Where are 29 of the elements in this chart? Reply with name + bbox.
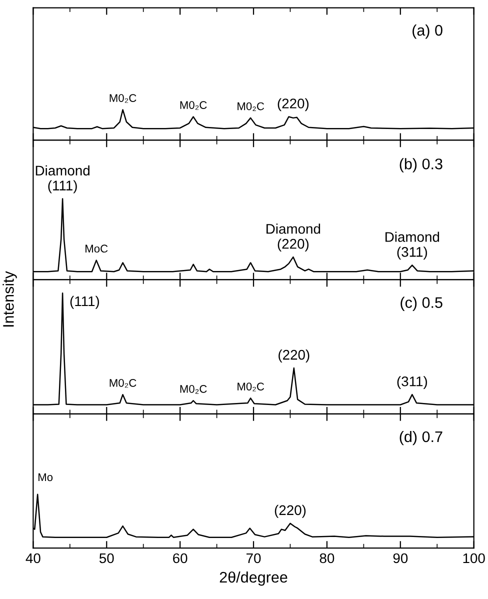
- annotation: Diamond (111): [36, 165, 90, 194]
- annotation: (220): [278, 98, 309, 112]
- annotation: MoC: [86, 244, 108, 253]
- x-tick-label: 100: [463, 553, 485, 564]
- annotation: (111): [70, 296, 100, 309]
- chart-title: (b) 0.3: [400, 158, 442, 172]
- annotation: M0₂C: [180, 385, 207, 394]
- annotation: M0₂C: [180, 101, 207, 110]
- x-tick-label: 70: [246, 553, 261, 564]
- annotation: (311): [397, 376, 427, 390]
- annotation: (220): [278, 350, 310, 362]
- annotation: (220): [274, 504, 306, 518]
- x-tick-label: 80: [320, 553, 334, 564]
- x-tick-label: 50: [99, 553, 114, 564]
- annotation: Diamond (311): [386, 232, 440, 260]
- annotation: Diamond (220): [266, 224, 320, 252]
- annotation: M0₂C: [110, 378, 136, 388]
- chart-title: (c) 0.5: [400, 296, 442, 311]
- x-tick-label: 60: [173, 553, 188, 564]
- annotation: M0₂C: [238, 102, 264, 112]
- x-tick-label: 90: [393, 553, 408, 564]
- x-tick-label: 40: [26, 553, 40, 564]
- x-axis-title: 2θ/degree: [220, 571, 288, 586]
- annotation: Mo: [38, 473, 53, 482]
- y-axis-title: Intensity: [2, 271, 17, 327]
- annotation: M0₂C: [110, 94, 136, 103]
- annotation: M0₂C: [238, 382, 264, 392]
- chart-title: (d) 0.7: [400, 430, 442, 446]
- chart-title: (a) 0: [412, 24, 442, 39]
